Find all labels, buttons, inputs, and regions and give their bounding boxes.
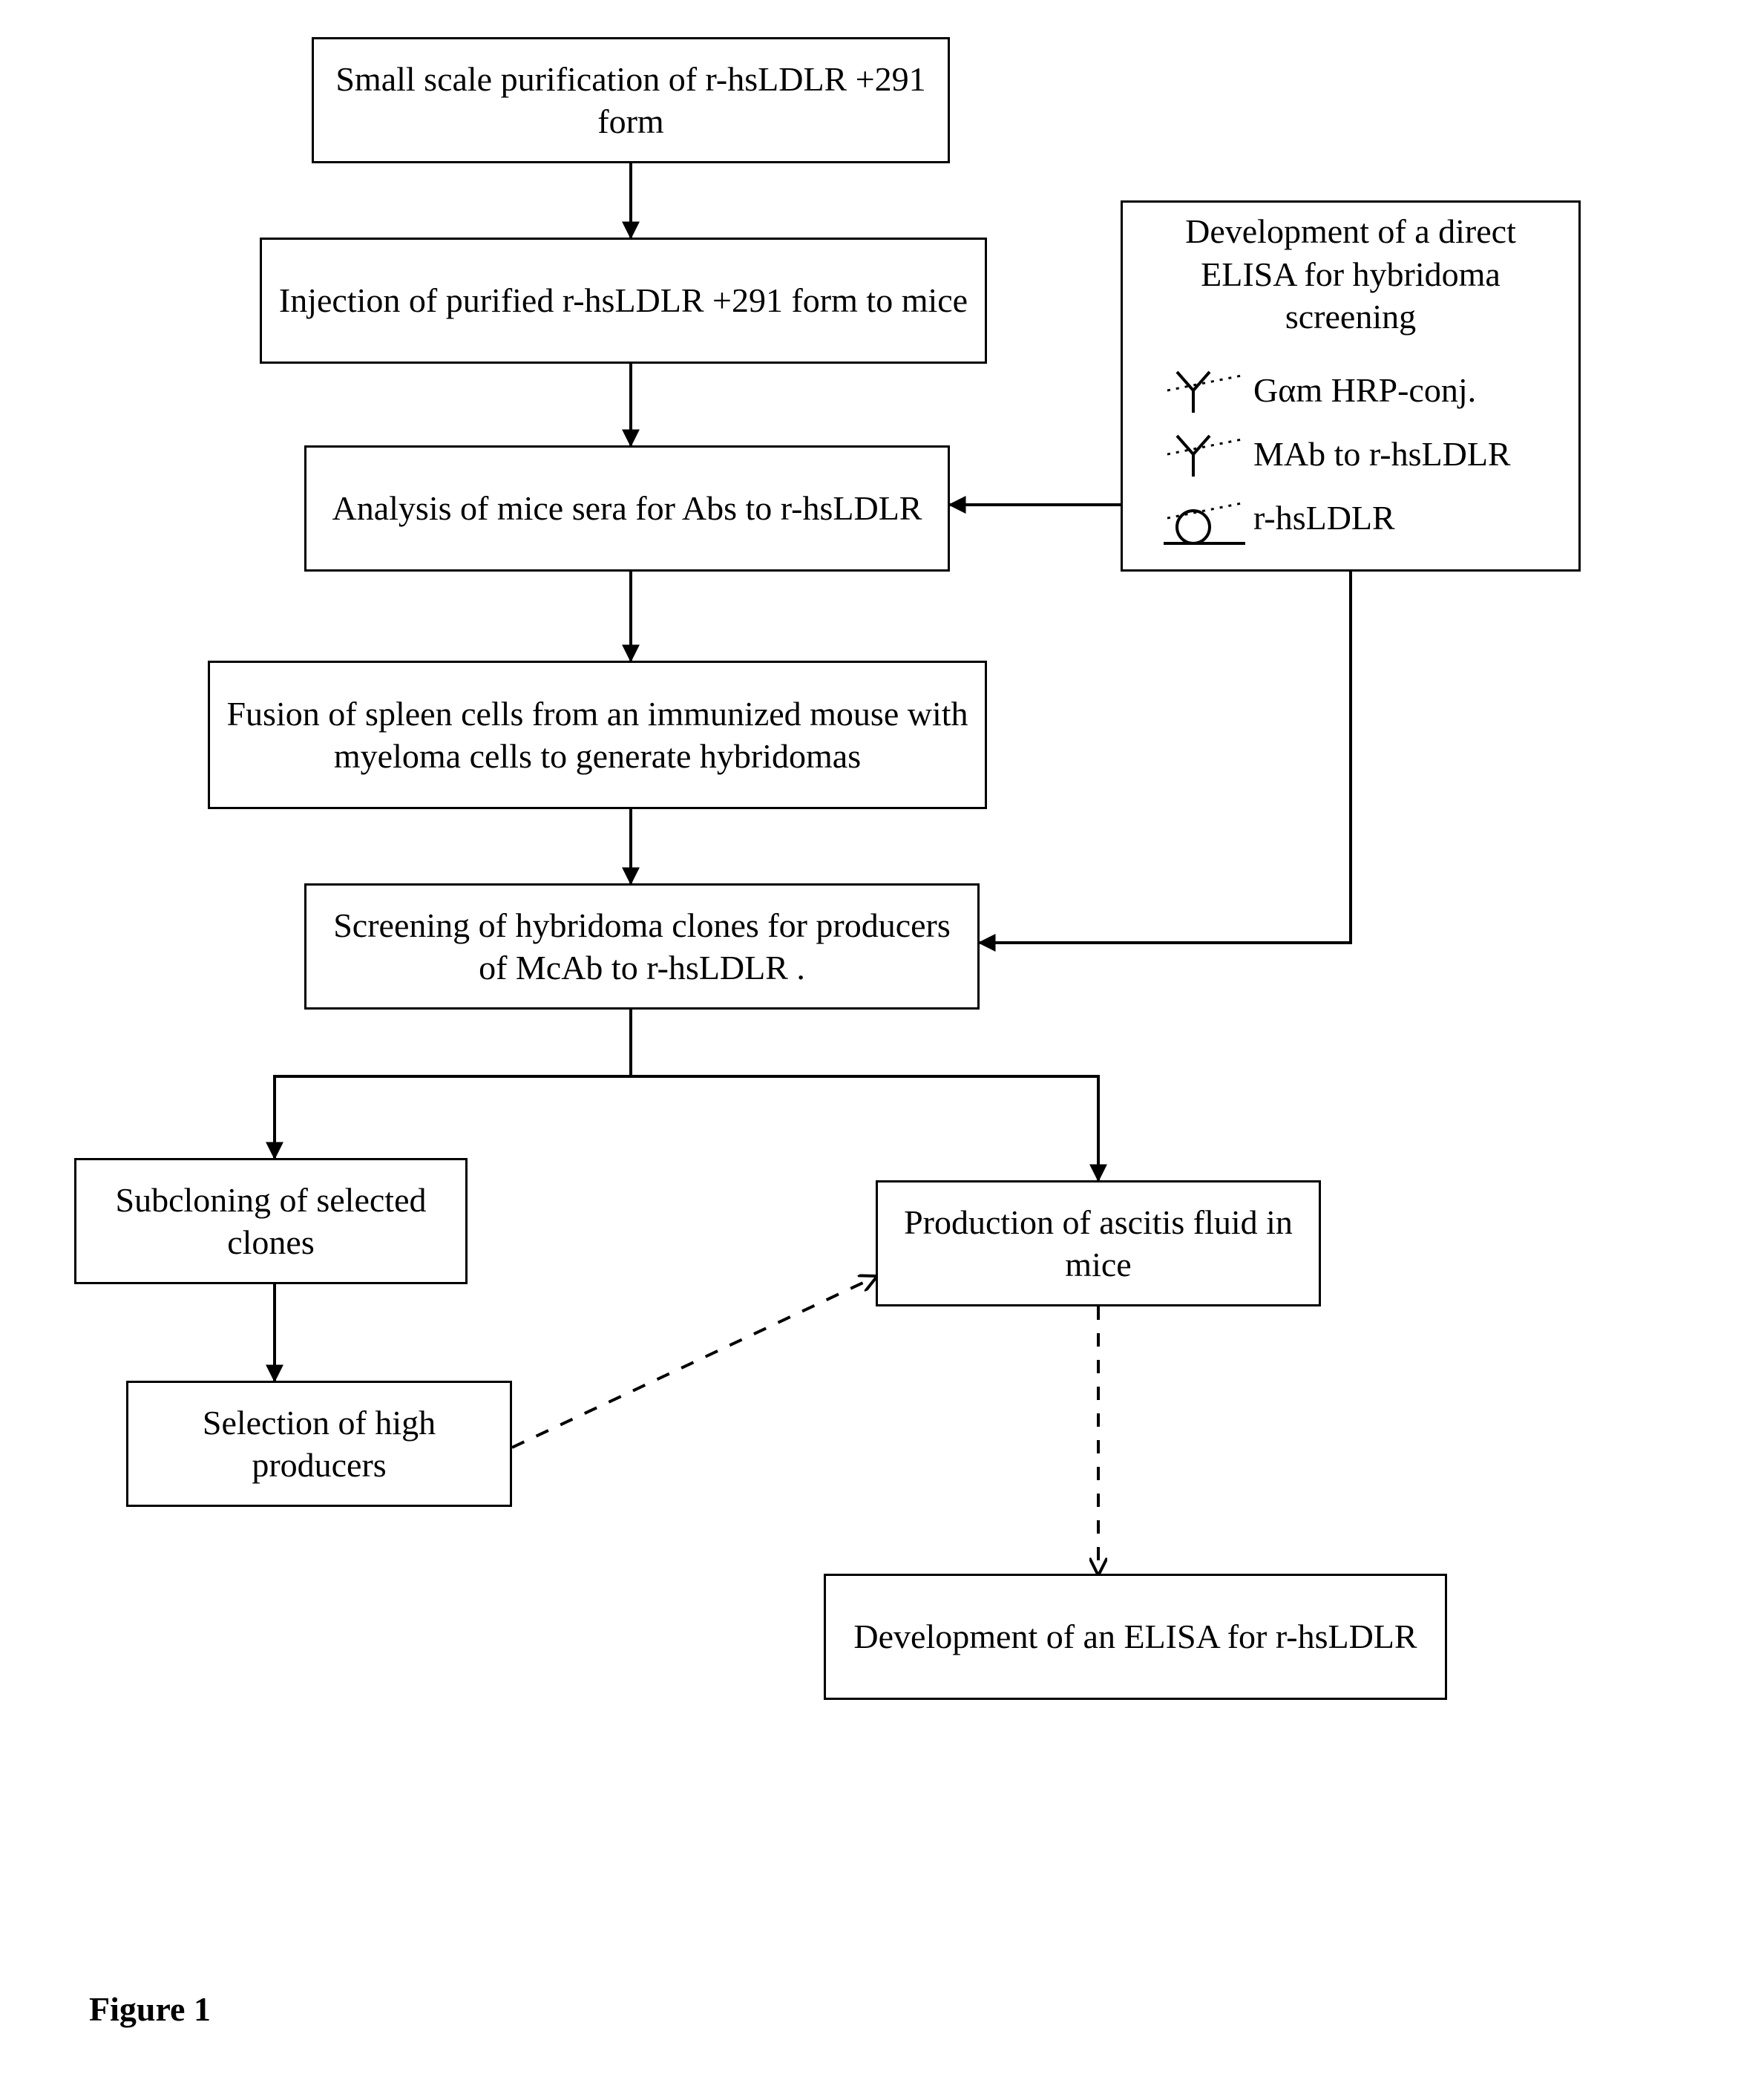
edge bbox=[980, 572, 1351, 943]
elisa-row-label: r-hsLDLR bbox=[1253, 497, 1395, 540]
edge bbox=[512, 1277, 876, 1448]
edge bbox=[631, 1076, 1098, 1180]
flowchart-node: Fusion of spleen cells from an immunized… bbox=[208, 661, 987, 809]
flowchart-node: Selection of high producers bbox=[126, 1381, 512, 1507]
elisa-glyph bbox=[1160, 361, 1249, 420]
flowchart-node: Small scale purification of r-hsLDLR +29… bbox=[312, 37, 950, 163]
figure-caption: Figure 1 bbox=[89, 1989, 211, 2029]
elisa-glyph bbox=[1160, 488, 1249, 548]
elisa-title: Development of a direct ELISA for hybrid… bbox=[1138, 210, 1564, 338]
elisa-row: Gαm HRP-conj. bbox=[1160, 361, 1564, 420]
flowchart-canvas: Small scale purification of r-hsLDLR +29… bbox=[0, 0, 1738, 2100]
flowchart-node: Subcloning of selected clones bbox=[74, 1158, 468, 1284]
elisa-row-label: Gαm HRP-conj. bbox=[1253, 369, 1476, 412]
elisa-row-label: MAb to r-hsLDLR bbox=[1253, 433, 1511, 476]
flowchart-node: Development of a direct ELISA for hybrid… bbox=[1121, 200, 1581, 572]
elisa-row: r-hsLDLR bbox=[1160, 488, 1564, 548]
flowchart-node: Injection of purified r-hsLDLR +291 form… bbox=[260, 238, 987, 364]
flowchart-node: Development of an ELISA for r-hsLDLR bbox=[824, 1574, 1447, 1700]
flowchart-node: Screening of hybridoma clones for produc… bbox=[304, 883, 980, 1010]
elisa-row: MAb to r-hsLDLR bbox=[1160, 425, 1564, 484]
edge bbox=[275, 1076, 631, 1158]
flowchart-node: Production of ascitis fluid in mice bbox=[876, 1180, 1321, 1306]
elisa-glyph bbox=[1160, 425, 1249, 484]
flowchart-node: Analysis of mice sera for Abs to r-hsLDL… bbox=[304, 445, 950, 572]
